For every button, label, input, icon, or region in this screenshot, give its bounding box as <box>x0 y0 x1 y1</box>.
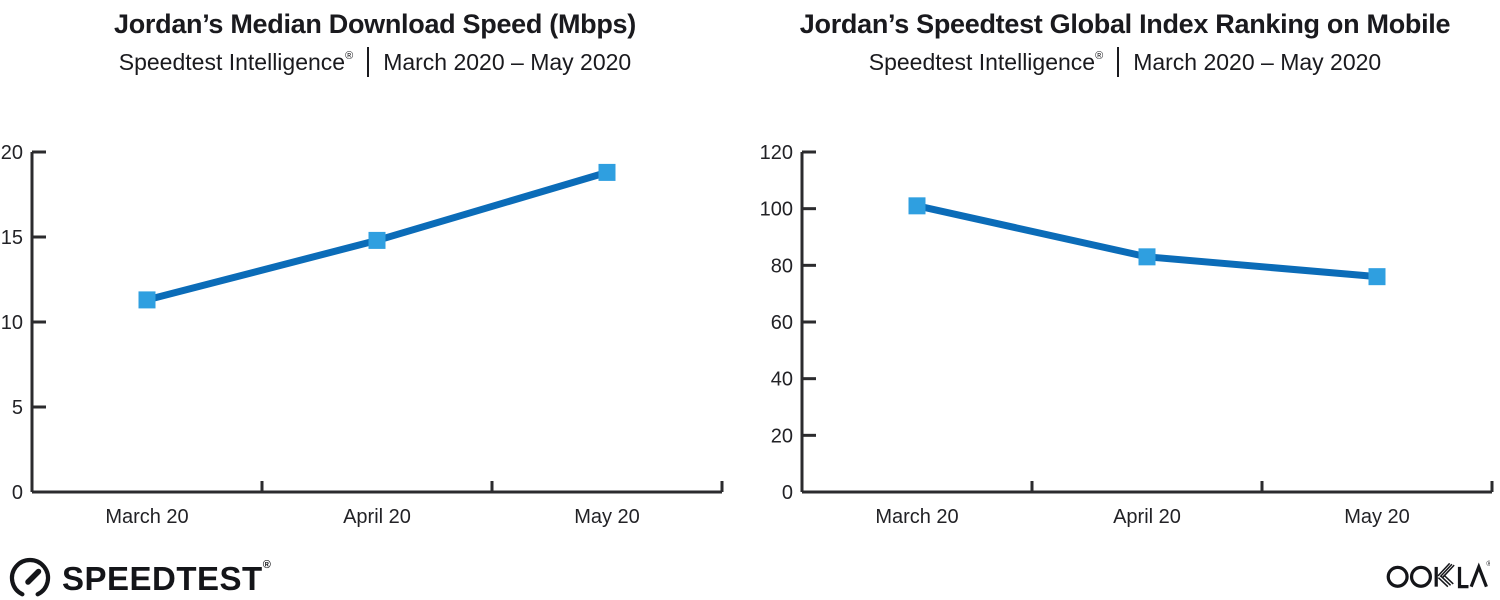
speedtest-gauge-icon <box>9 557 51 597</box>
y-tick-label: 0 <box>782 482 793 504</box>
x-category-label: March 20 <box>875 506 958 528</box>
speedtest-label: SPEEDTEST <box>62 559 263 597</box>
data-point-marker <box>1138 248 1156 266</box>
speedtest-wordmark: SPEEDTEST® <box>62 558 272 597</box>
download-speed-title: Jordan’s Median Download Speed (Mbps) <box>114 9 636 39</box>
subtitle-range: March 2020 – May 2020 <box>383 48 632 75</box>
footer: SPEEDTEST® ® <box>0 530 1500 599</box>
download-speed-title-block: Jordan’s Median Download Speed (Mbps) Sp… <box>0 0 750 130</box>
data-point-marker <box>908 197 926 215</box>
charts-row: Jordan’s Median Download Speed (Mbps) Sp… <box>0 0 1500 530</box>
ookla-letter-o1 <box>1386 565 1409 588</box>
registered-mark: ® <box>1486 560 1490 568</box>
y-tick-label: 60 <box>771 312 793 334</box>
data-point-marker <box>368 231 386 249</box>
registered-mark: ® <box>345 49 354 62</box>
speedtest-logo: SPEEDTEST® <box>8 556 271 600</box>
subtitle-divider <box>367 46 370 77</box>
ranking-subtitle: Speedtest Intelligence® March 2020 – May … <box>750 46 1500 79</box>
y-tick-label: 80 <box>771 255 793 277</box>
data-point-marker <box>598 163 616 181</box>
subtitle-divider <box>1117 46 1120 77</box>
y-tick-label: 120 <box>760 142 793 164</box>
subtitle-brand: Speedtest Intelligence <box>118 48 346 75</box>
ookla-logo: ® <box>1386 556 1492 599</box>
y-tick-label: 40 <box>771 369 793 391</box>
y-tick-label: 20 <box>1 142 23 164</box>
y-tick-label: 20 <box>771 425 793 447</box>
ookla-hatched-k-icon <box>1434 562 1455 588</box>
subtitle-brand: Speedtest Intelligence <box>868 48 1096 75</box>
ranking-panel: Jordan’s Speedtest Global Index Ranking … <box>750 0 1500 530</box>
data-point-marker <box>138 291 156 309</box>
registered-mark: ® <box>262 558 272 571</box>
download-speed-chart: 0 5 10 15 20 March 20 April 20 May 20 <box>1 142 724 528</box>
ranking-title-block: Jordan’s Speedtest Global Index Ranking … <box>750 0 1500 130</box>
series-line <box>916 202 1378 281</box>
ranking-chart: 0 20 40 60 80 100 120 March 20 April 20 May 20 <box>760 142 1494 528</box>
ookla-letter-l <box>1457 566 1469 589</box>
x-category-label: April 20 <box>1113 506 1181 528</box>
download-speed-panel: Jordan’s Median Download Speed (Mbps) Sp… <box>0 0 750 530</box>
ranking-title: Jordan’s Speedtest Global Index Ranking … <box>799 9 1451 39</box>
x-category-label: April 20 <box>343 506 411 528</box>
y-tick-label: 15 <box>1 227 23 249</box>
y-tick-label: 10 <box>1 312 23 334</box>
download-speed-subtitle: Speedtest Intelligence® March 2020 – May … <box>0 46 750 79</box>
x-category-label: May 20 <box>574 506 640 528</box>
registered-mark: ® <box>1095 49 1104 62</box>
y-tick-label: 100 <box>760 199 793 221</box>
ookla-wordmark-icon: ® <box>1386 560 1492 589</box>
x-category-label: March 20 <box>105 506 188 528</box>
y-tick-label: 5 <box>12 397 23 419</box>
ookla-letter-a <box>1469 562 1488 588</box>
y-tick-label: 0 <box>12 482 23 504</box>
subtitle-range: March 2020 – May 2020 <box>1133 48 1382 75</box>
x-category-label: May 20 <box>1344 506 1410 528</box>
data-point-marker <box>1368 268 1386 286</box>
ookla-letter-o2 <box>1409 565 1432 588</box>
